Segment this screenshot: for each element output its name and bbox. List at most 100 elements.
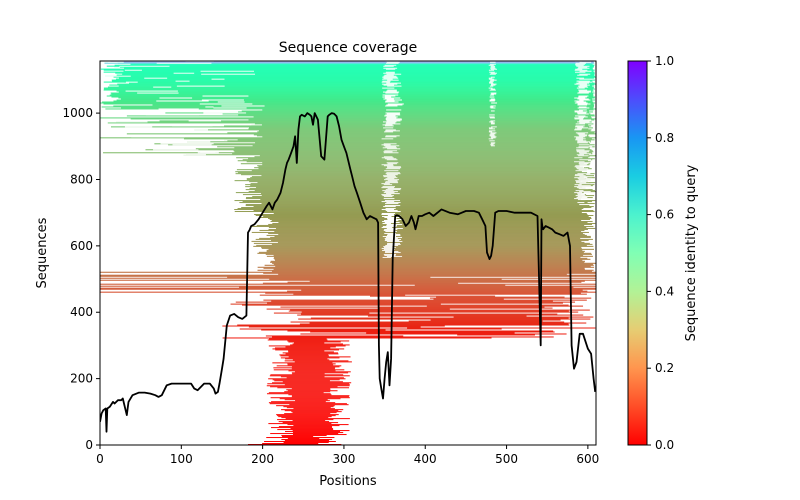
- gap-segment: [383, 77, 399, 79]
- gap-segment: [579, 162, 591, 164]
- gap-segment: [382, 215, 392, 217]
- alignment-row: [110, 92, 595, 94]
- alignment-row: [237, 160, 588, 162]
- gap-segment: [489, 140, 495, 142]
- gap-segment: [383, 67, 398, 69]
- gap-segment: [574, 177, 588, 179]
- alignment-row: [267, 302, 563, 304]
- gap-segment: [579, 122, 593, 124]
- alignment-row: [280, 357, 340, 359]
- alignment-row: [245, 198, 582, 200]
- gap-segment: [575, 132, 589, 134]
- gap-segment: [574, 136, 586, 138]
- gap-segment: [383, 84, 395, 86]
- alignment-row: [273, 257, 588, 259]
- gap-segment: [489, 106, 494, 108]
- gap-segment: [574, 83, 587, 85]
- alignment-row: [277, 241, 585, 243]
- gap-segment: [490, 117, 495, 119]
- coverage-heatmap: [100, 61, 596, 445]
- gap-segment: [490, 76, 495, 78]
- alignment-row: [310, 317, 569, 319]
- alignment-row: [100, 283, 596, 285]
- gap-segment: [386, 73, 402, 75]
- alignment-row: [278, 426, 332, 428]
- alignment-row: [107, 122, 591, 124]
- gap-segment: [490, 98, 495, 100]
- gap-segment: [111, 66, 120, 68]
- alignment-row: [256, 224, 585, 226]
- alignment-row: [100, 277, 596, 279]
- gap-segment: [488, 138, 494, 140]
- gap-segment: [577, 202, 585, 204]
- gap-segment: [384, 131, 394, 133]
- alignment-row: [292, 432, 344, 434]
- gap-segment: [579, 176, 592, 178]
- gap-segment: [575, 139, 584, 141]
- alignment-row: [293, 293, 587, 295]
- alignment-row: [154, 143, 591, 145]
- gap-segment: [574, 117, 584, 119]
- gap-segment: [158, 108, 199, 110]
- alignment-row: [269, 403, 347, 405]
- gap-segment: [490, 110, 495, 112]
- alignment-row: [103, 81, 593, 83]
- alignment-row: [271, 219, 582, 221]
- gap-segment: [383, 156, 393, 158]
- alignment-row: [265, 253, 592, 255]
- gap-segment: [381, 213, 396, 215]
- gap-segment: [384, 74, 394, 76]
- alignment-row: [436, 296, 565, 298]
- alignment-row: [268, 378, 346, 380]
- gap-segment: [384, 232, 396, 234]
- gap-segment: [385, 181, 398, 183]
- alignment-row: [254, 123, 594, 125]
- alignment-row: [378, 307, 553, 309]
- gap-segment: [489, 73, 496, 75]
- gap-segment: [490, 63, 496, 65]
- alignment-row: [293, 408, 335, 410]
- alignment-row: [285, 353, 339, 355]
- colorbar-tick-label: 0.0: [655, 438, 674, 452]
- alignment-row: [264, 264, 594, 266]
- gap-segment: [383, 206, 396, 208]
- gap-segment: [491, 93, 497, 95]
- gap-segment: [490, 84, 496, 86]
- gap-segment: [579, 153, 591, 155]
- colorbar-label: Sequence identity to query: [684, 164, 699, 341]
- gap-segment: [386, 117, 397, 119]
- gap-segment: [384, 179, 400, 181]
- gap-segment: [387, 79, 399, 81]
- alignment-row: [287, 330, 554, 332]
- alignment-row: [245, 186, 583, 188]
- alignment-row: [285, 431, 341, 433]
- alignment-row: [276, 365, 342, 367]
- alignment-row: [286, 377, 344, 379]
- alignment-row: [301, 289, 583, 291]
- gap-segment: [101, 104, 153, 106]
- alignment-row: [130, 118, 596, 120]
- gap-segment: [576, 168, 589, 170]
- alignment-row: [126, 133, 596, 135]
- gap-segment: [489, 85, 494, 87]
- alignment-row: [278, 273, 567, 275]
- gap-segment: [579, 135, 587, 137]
- alignment-row: [287, 281, 582, 283]
- alignment-row: [241, 304, 569, 306]
- alignment-row: [103, 152, 592, 154]
- gap-segment: [576, 187, 588, 189]
- gap-segment: [387, 148, 401, 150]
- gap-segment: [384, 191, 398, 193]
- gap-segment: [145, 114, 199, 116]
- gap-segment: [381, 194, 392, 196]
- gap-segment: [382, 76, 398, 78]
- alignment-row: [291, 366, 340, 368]
- gap-segment: [577, 74, 588, 76]
- gap-segment: [385, 135, 400, 137]
- alignment-row: [275, 265, 591, 267]
- alignment-row: [100, 271, 596, 273]
- gap-segment: [576, 150, 590, 152]
- gap-segment: [385, 97, 401, 99]
- alignment-row: [272, 348, 345, 350]
- alignment-row: [246, 178, 586, 180]
